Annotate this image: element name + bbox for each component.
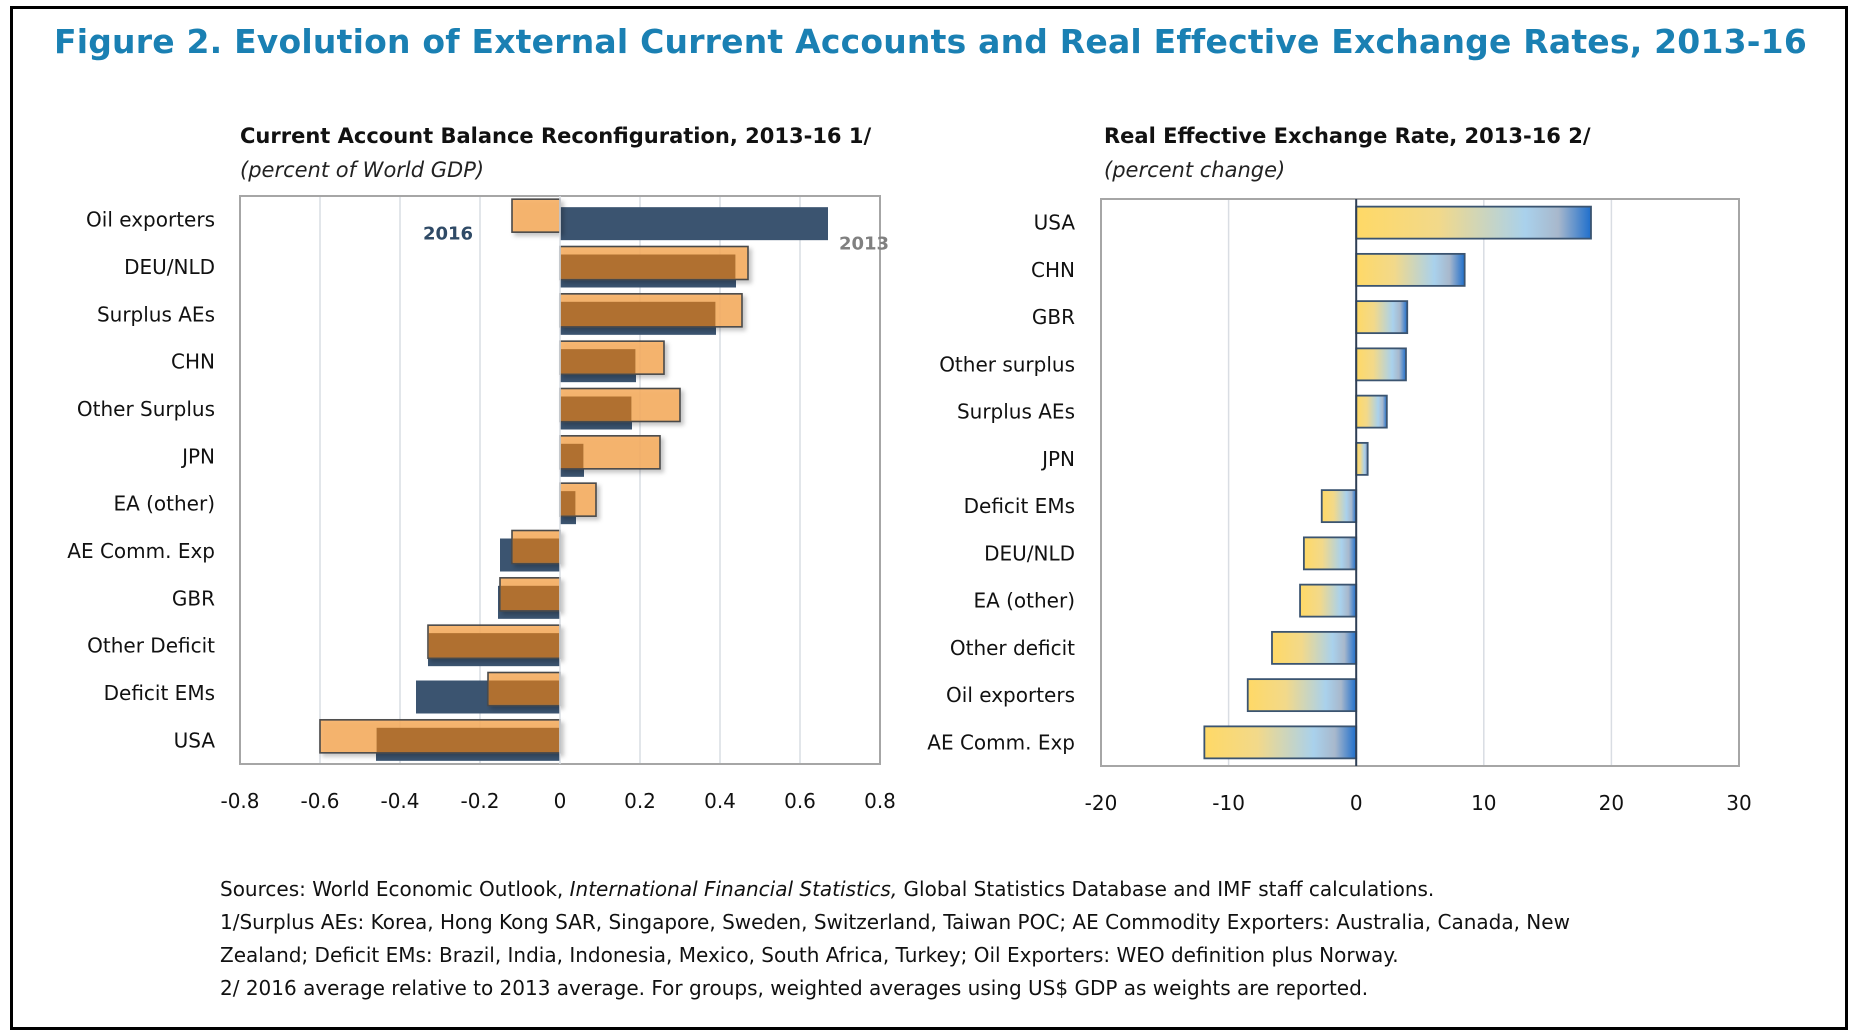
x-tick-label: 0.6	[784, 789, 816, 813]
footnote-sources: Sources: World Economic Outlook, Interna…	[220, 873, 1670, 906]
bar-overlap	[560, 349, 636, 374]
reer-bar	[1355, 347, 1407, 382]
x-tick-label: 0.2	[624, 789, 656, 813]
category-label: Oil exporters	[86, 208, 215, 232]
right-chart-subtitle: (percent change)	[1104, 158, 1286, 182]
reer-bar	[1271, 630, 1358, 665]
category-label: USA	[1034, 211, 1076, 235]
bar-overlap	[512, 538, 560, 563]
x-tick-label: -0.4	[380, 789, 419, 813]
bar-2016	[511, 198, 561, 233]
sources-italic: International Financial Statistics,	[569, 877, 898, 901]
category-label: JPN	[180, 444, 215, 468]
left-chart-title: Current Account Balance Reconfiguration,…	[240, 124, 872, 148]
series-label-2013: 2013	[839, 234, 889, 255]
footnote-2: 2/ 2016 average relative to 2013 average…	[220, 976, 1369, 1000]
category-label: Deficit EMs	[964, 494, 1075, 518]
category-label: Other surplus	[939, 352, 1075, 376]
reer-bar	[1203, 725, 1358, 760]
x-tick-label: -10	[1212, 791, 1245, 815]
x-tick-label: -0.6	[300, 789, 339, 813]
category-label: JPN	[1040, 447, 1075, 471]
category-label: Deficit EMs	[104, 681, 215, 705]
current-account-chart: -0.8 -0.6 -0.4 -0.2 0 0.2 0.4 0.6 0.8 Oil exporte…	[67, 195, 896, 813]
series-label-2016: 2016	[423, 224, 473, 245]
plot-area-border	[1100, 198, 1740, 767]
category-label: Oil exporters	[946, 683, 1075, 707]
category-label: Other Surplus	[77, 397, 215, 421]
right-chart-title: Real Effective Exchange Rate, 2013-16 2/	[1104, 124, 1591, 148]
reer-bar	[1246, 678, 1358, 713]
bar-overlap	[488, 680, 560, 705]
footnote-1-line-2: Zealand; Deficit EMs: Brazil, India, Ind…	[220, 943, 1399, 967]
category-label: CHN	[171, 350, 215, 374]
x-tick-label: 10	[1471, 791, 1496, 815]
category-label: EA (other)	[113, 492, 215, 516]
x-tick-label: 0	[554, 789, 567, 813]
reer-bar	[1355, 252, 1466, 287]
category-label: GBR	[1032, 305, 1075, 329]
x-tick-label: 0.4	[704, 789, 736, 813]
bar-overlap	[560, 254, 736, 279]
bar-overlap	[500, 585, 560, 611]
reer-bar	[1302, 536, 1358, 571]
category-label: AE Comm. Exp	[67, 539, 215, 563]
x-tick-label: -0.8	[220, 789, 259, 813]
bar-2013	[560, 207, 828, 241]
x-tick-label: -20	[1085, 791, 1118, 815]
reer-bar	[1320, 489, 1358, 524]
sources-suffix: Global Statistics Database and IMF staff…	[897, 877, 1435, 901]
bar-overlap	[560, 301, 716, 327]
footnotes: Sources: World Economic Outlook, Interna…	[220, 873, 1670, 1005]
x-tick-label: -0.2	[460, 789, 499, 813]
x-tick-label: 0	[1350, 791, 1363, 815]
category-label: AE Comm. Exp	[927, 730, 1075, 754]
category-label: Surplus AEs	[97, 302, 215, 326]
bar-overlap	[560, 396, 632, 421]
category-label: Other deficit	[950, 636, 1075, 660]
reer-bar	[1355, 394, 1388, 429]
reer-bar	[1299, 583, 1358, 618]
bar-overlap	[428, 633, 560, 658]
category-label: CHN	[1031, 258, 1075, 282]
reer-bar	[1355, 205, 1592, 240]
x-tick-label: 0.8	[864, 789, 896, 813]
sources-prefix: Sources: World Economic Outlook,	[220, 877, 570, 901]
category-label: DEU/NLD	[984, 541, 1075, 565]
footnote-1-line-1: 1/Surplus AEs: Korea, Hong Kong SAR, Sin…	[220, 910, 1570, 934]
left-chart-subtitle: (percent of World GDP)	[240, 158, 485, 182]
category-label: USA	[174, 728, 216, 752]
x-tick-label: 30	[1726, 791, 1751, 815]
category-label: Surplus AEs	[957, 400, 1075, 424]
x-tick-label: 20	[1599, 791, 1624, 815]
category-label: Other Deficit	[87, 634, 215, 658]
bar-overlap	[376, 727, 560, 753]
bar-overlap	[560, 491, 576, 516]
bar-overlap	[560, 443, 584, 469]
category-label: DEU/NLD	[124, 255, 215, 279]
category-label: GBR	[172, 586, 215, 610]
reer-bar	[1355, 300, 1409, 335]
reer-chart: -20 -10 0 10 20 30 USA CHN GBR Other surplus Surpl…	[927, 198, 1752, 815]
figure-title: Figure 2. Evolution of External Current …	[53, 22, 1808, 61]
reer-bar	[1355, 441, 1369, 476]
category-label: EA (other)	[973, 589, 1075, 613]
figure-frame	[10, 6, 1848, 1030]
